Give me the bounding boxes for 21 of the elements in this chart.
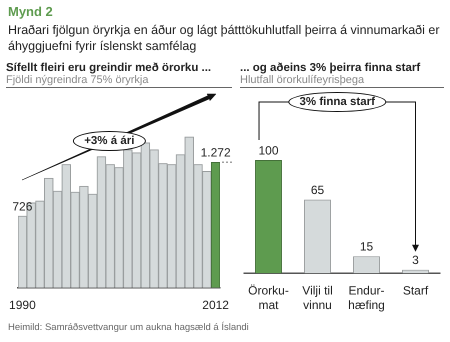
- data-label: 3: [412, 253, 420, 268]
- x-tick-label: Örorku- mat: [248, 284, 289, 312]
- data-label: 726: [12, 199, 33, 214]
- chart-title: ... og aðeins 3% þeirra finna starf: [240, 62, 422, 74]
- text: Hraðari fjölgun öryrkja en áður og lágt þátttökuhlutfall þeirra á vinnumarkaði er áhyggjuefni fyrir íslenskt samfélag: [8, 22, 440, 54]
- x-tick-label: Vilji til vinnu: [302, 284, 333, 312]
- chart-subtitle: Fjöldi nýgreindra 75% öryrkja: [6, 74, 232, 88]
- x-tick-label: 2012: [202, 298, 230, 312]
- text: Heimild: Samráðsvettvangur um aukna hagsæld á Íslandi: [8, 322, 249, 333]
- chart-title: Sífellt fleiri eru greindir með örorku ...: [6, 62, 212, 74]
- x-tick-label: Starf: [402, 284, 429, 298]
- data-label: 100: [258, 143, 279, 158]
- x-tick-label: Endur- hæfing: [348, 284, 385, 312]
- data-label: 1.272: [200, 146, 231, 160]
- text: Mynd 2: [8, 4, 53, 19]
- x-tick-label: 1990: [9, 298, 36, 312]
- data-label: 15: [360, 240, 374, 254]
- chart-subtitle: Hlutfall örorkulífeyrisþega: [240, 74, 444, 88]
- text: 3% finna starf: [288, 92, 386, 112]
- annotation: +3% á ári: [73, 131, 146, 152]
- data-label: 65: [310, 182, 324, 197]
